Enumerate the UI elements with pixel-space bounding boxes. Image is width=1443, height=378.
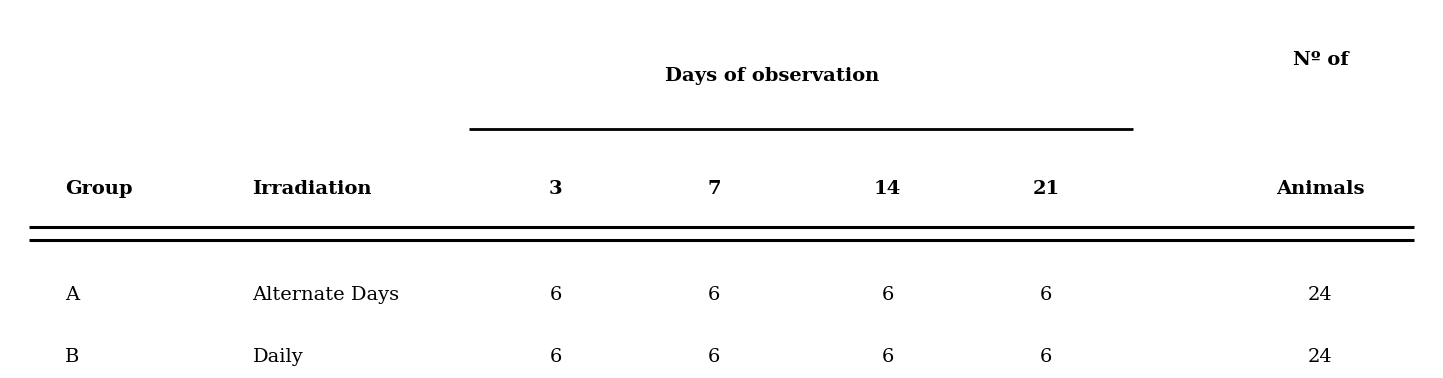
- Text: 6: 6: [882, 348, 893, 366]
- Text: Irradiation: Irradiation: [253, 180, 372, 198]
- Text: 24: 24: [1307, 348, 1333, 366]
- Text: Alternate Days: Alternate Days: [253, 286, 400, 304]
- Text: Group: Group: [65, 180, 133, 198]
- Text: 7: 7: [707, 180, 722, 198]
- Text: Daily: Daily: [253, 348, 303, 366]
- Text: 6: 6: [1040, 286, 1052, 304]
- Text: Days of observation: Days of observation: [665, 67, 879, 85]
- Text: 6: 6: [550, 286, 561, 304]
- Text: Animals: Animals: [1276, 180, 1365, 198]
- Text: Nº of: Nº of: [1293, 51, 1348, 70]
- Text: 24: 24: [1307, 286, 1333, 304]
- Text: 6: 6: [550, 348, 561, 366]
- Text: 21: 21: [1033, 180, 1059, 198]
- Text: 6: 6: [709, 286, 720, 304]
- Text: 6: 6: [882, 286, 893, 304]
- Text: A: A: [65, 286, 79, 304]
- Text: 14: 14: [874, 180, 900, 198]
- Text: 6: 6: [709, 348, 720, 366]
- Text: 3: 3: [548, 180, 563, 198]
- Text: B: B: [65, 348, 79, 366]
- Text: 6: 6: [1040, 348, 1052, 366]
